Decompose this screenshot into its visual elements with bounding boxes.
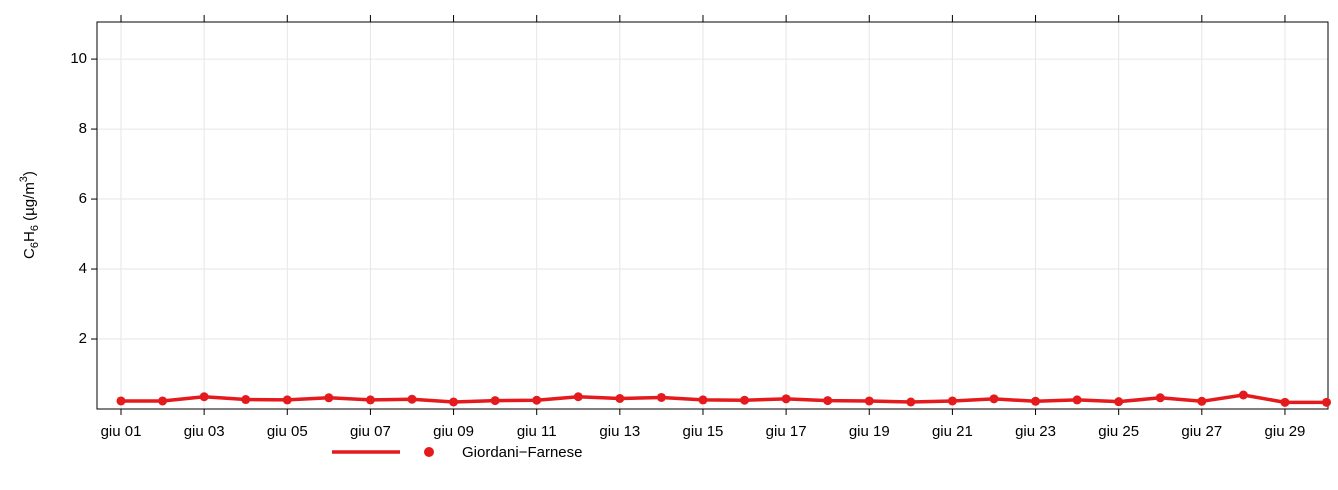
y-tick-label: 10 (70, 50, 87, 67)
y-label-sup: 3 (18, 176, 30, 182)
point (1114, 397, 1124, 407)
point (365, 395, 375, 405)
point (1072, 395, 1082, 405)
point (1197, 396, 1207, 406)
point (1322, 397, 1332, 407)
legend-marker (424, 447, 434, 457)
point (490, 396, 500, 406)
x-tick-label: giu 03 (184, 423, 225, 440)
y-label-part: (µg/m (21, 182, 38, 225)
point (740, 395, 750, 405)
plot-frame (96, 21, 1329, 410)
point (158, 396, 168, 406)
x-tick-label: giu 27 (1181, 423, 1222, 440)
point (532, 395, 542, 405)
point (698, 395, 708, 405)
y-label-sub: 6 (29, 225, 41, 231)
point (947, 396, 957, 406)
y-tick-label: 2 (79, 330, 87, 347)
point (116, 396, 126, 406)
x-tick-label: giu 23 (1015, 423, 1056, 440)
point (1280, 397, 1290, 407)
x-tick-label: giu 07 (350, 423, 391, 440)
point (823, 396, 833, 406)
legend-label: Giordani−Farnese (462, 444, 582, 461)
x-tick-label: giu 01 (101, 423, 142, 440)
point (282, 395, 292, 405)
y-tick-label: 4 (79, 260, 87, 277)
point (449, 397, 459, 407)
x-tick-label: giu 19 (849, 423, 890, 440)
series-line (121, 393, 1327, 405)
point (199, 392, 209, 402)
x-tick-label: giu 21 (932, 423, 973, 440)
point (407, 394, 417, 404)
y-label-sub: 6 (29, 242, 41, 248)
point (1238, 390, 1248, 400)
x-tick-label: giu 15 (683, 423, 724, 440)
y-tick-label: 8 (79, 120, 87, 137)
x-tick-label: giu 05 (267, 423, 308, 440)
y-axis-label: C6H6 (µg/m3) (18, 171, 41, 259)
x-tick-label: giu 17 (766, 423, 807, 440)
y-label-part: C (21, 248, 38, 259)
x-tick-label: giu 09 (433, 423, 474, 440)
point (1155, 393, 1165, 403)
point (1031, 396, 1041, 406)
point (781, 394, 791, 404)
x-tick-label: giu 25 (1098, 423, 1139, 440)
y-label-part: ) (21, 171, 38, 176)
point (989, 394, 999, 404)
y-tick-label: 6 (79, 190, 87, 207)
point (906, 397, 916, 407)
point (241, 395, 251, 405)
point (864, 396, 874, 406)
x-tick-label: giu 29 (1265, 423, 1306, 440)
x-tick-label: giu 13 (599, 423, 640, 440)
point (573, 392, 583, 402)
x-tick-label: giu 11 (517, 423, 557, 440)
y-label-part: H (21, 231, 38, 242)
point (324, 393, 334, 403)
point (656, 392, 666, 402)
point (615, 394, 625, 404)
